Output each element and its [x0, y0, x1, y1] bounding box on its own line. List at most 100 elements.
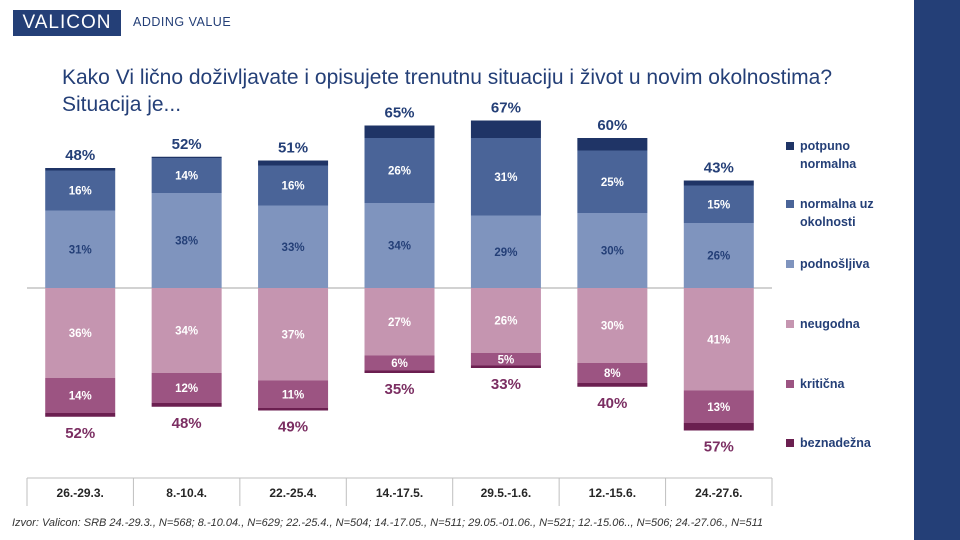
data-label: 25%	[601, 177, 624, 189]
x-tick-label: 14.-17.5.	[376, 486, 423, 500]
data-label: 15%	[707, 199, 730, 211]
diverging-bar-chart: 31% 16% 36% 14% 48% 52% 26.-29.3. 38% 14% 34% 12% 5…	[26, 100, 874, 506]
bar-segment	[683, 390, 754, 423]
legend-label: normalna	[800, 157, 857, 171]
legend-label: okolnosti	[800, 215, 856, 229]
bar-segment	[683, 288, 754, 391]
data-label: 31%	[69, 244, 92, 256]
legend-swatch	[786, 260, 794, 268]
data-label: 26%	[494, 316, 517, 328]
total-positive-label: 52%	[172, 136, 202, 153]
legend-swatch	[786, 320, 794, 328]
legend-swatch	[786, 142, 794, 150]
legend-label: kritična	[800, 377, 846, 391]
bar-segment	[577, 213, 648, 288]
bar-segment	[45, 288, 116, 378]
data-label: 13%	[707, 402, 730, 414]
bar-segment	[258, 380, 329, 408]
bar-segment	[470, 353, 541, 366]
bar-segment	[45, 378, 116, 413]
total-negative-label: 48%	[172, 415, 202, 432]
bar-segment	[258, 408, 329, 411]
bar-segment	[45, 210, 116, 288]
data-label: 38%	[175, 236, 198, 248]
chart-title: Kako Vi lično doživljavate i opisujete t…	[62, 64, 832, 118]
bar-segment	[151, 373, 222, 403]
bar-segment	[577, 138, 648, 151]
data-label: 37%	[282, 329, 305, 341]
data-label: 31%	[494, 172, 517, 184]
data-label: 14%	[69, 391, 92, 403]
bar-segment	[470, 365, 541, 368]
chart-title-line2: Situacija je...	[62, 93, 182, 116]
legend-swatch	[786, 380, 794, 388]
bar-segment	[258, 288, 329, 381]
bar-segment	[577, 383, 648, 387]
bar-segment	[364, 370, 435, 373]
source-note: Izvor: Valicon: SRB 24.-29.3., N=568; 8.…	[12, 517, 764, 529]
data-label: 16%	[69, 186, 92, 198]
bar-segment	[683, 185, 754, 223]
brand-tagline: ADDING VALUE	[133, 15, 232, 29]
total-positive-label: 60%	[597, 117, 627, 134]
bar-segment	[45, 170, 116, 211]
bar-segment	[577, 150, 648, 213]
bar-segment	[258, 165, 329, 206]
data-label: 26%	[388, 166, 411, 178]
x-tick-label: 26.-29.3.	[57, 486, 104, 500]
total-positive-label: 43%	[704, 160, 734, 177]
bar-segment	[683, 180, 754, 186]
bar-segment	[364, 138, 435, 203]
total-positive-label: 51%	[278, 140, 308, 157]
bar-segment	[45, 168, 116, 171]
bar-segment	[470, 138, 541, 216]
total-positive-label: 65%	[384, 105, 414, 122]
bar-segment	[151, 403, 222, 407]
bar-segment	[683, 223, 754, 288]
legend-swatch	[786, 439, 794, 447]
total-negative-label: 57%	[704, 439, 734, 456]
bar-segment	[364, 125, 435, 138]
total-positive-label: 67%	[491, 100, 521, 117]
data-label: 30%	[601, 321, 624, 333]
x-tick-label: 29.5.-1.6.	[481, 486, 532, 500]
data-label: 14%	[175, 171, 198, 183]
data-label: 34%	[388, 241, 411, 253]
total-negative-label: 49%	[278, 419, 308, 436]
data-label: 36%	[69, 328, 92, 340]
total-negative-label: 40%	[597, 395, 627, 412]
data-label: 11%	[282, 389, 304, 401]
data-label: 30%	[601, 246, 624, 258]
legend-label: beznadežna	[800, 436, 872, 450]
bar-segment	[151, 193, 222, 288]
bar-segment	[258, 160, 329, 166]
legend-label: potpuno	[800, 139, 850, 153]
total-negative-label: 52%	[65, 425, 95, 442]
legend-label: neugodna	[800, 317, 861, 331]
bar-segment	[577, 288, 648, 363]
brand-logo: VALICON	[13, 10, 121, 36]
data-label: 33%	[282, 242, 305, 254]
x-tick-label: 22.-25.4.	[269, 486, 316, 500]
chart-title-line1: Kako Vi lično doživljavate i opisujete t…	[62, 66, 833, 89]
bar-segment	[470, 215, 541, 288]
bar-segment	[683, 423, 754, 431]
bar-segment	[151, 156, 222, 158]
data-label: 34%	[175, 326, 198, 338]
bar-segment	[151, 158, 222, 193]
data-label: 6%	[391, 358, 408, 370]
total-negative-label: 33%	[491, 376, 521, 393]
right-decorative-band	[914, 0, 960, 540]
bar-segment	[45, 413, 116, 417]
data-label: 16%	[282, 181, 305, 193]
bar-segment	[364, 355, 435, 371]
total-negative-label: 35%	[384, 381, 414, 398]
bar-segment	[364, 288, 435, 356]
bar-segment	[577, 363, 648, 383]
legend-swatch	[786, 200, 794, 208]
bar-segment	[470, 288, 541, 353]
bar-segment	[258, 205, 329, 288]
x-tick-label: 12.-15.6.	[589, 486, 636, 500]
data-label: 12%	[175, 383, 198, 395]
bar-segment	[364, 203, 435, 288]
